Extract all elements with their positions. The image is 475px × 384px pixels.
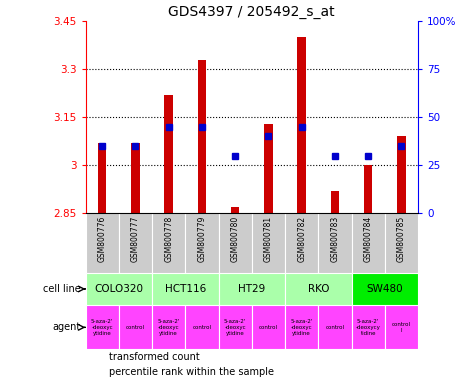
- Bar: [119, 213, 152, 273]
- Bar: [185, 305, 218, 349]
- Text: SW480: SW480: [366, 284, 403, 294]
- Bar: [95, 211, 105, 346]
- Text: GSM800784: GSM800784: [364, 216, 372, 262]
- Text: 5-aza-2'
-deoxycy
tidine: 5-aza-2' -deoxycy tidine: [356, 319, 380, 336]
- Bar: [385, 213, 418, 273]
- Bar: [252, 213, 285, 273]
- Text: control: control: [192, 325, 211, 330]
- Text: GSM800777: GSM800777: [131, 216, 140, 263]
- Text: GSM800781: GSM800781: [264, 216, 273, 262]
- Bar: [86, 213, 119, 273]
- Text: 5-aza-2'
-deoxyc
ytidine: 5-aza-2' -deoxyc ytidine: [224, 319, 247, 336]
- Bar: [152, 213, 185, 273]
- Title: GDS4397 / 205492_s_at: GDS4397 / 205492_s_at: [169, 5, 335, 19]
- Bar: [264, 124, 273, 213]
- Bar: [285, 305, 318, 349]
- Bar: [297, 37, 306, 213]
- Bar: [218, 305, 252, 349]
- Bar: [285, 213, 318, 273]
- Bar: [198, 60, 206, 213]
- Text: GSM800778: GSM800778: [164, 216, 173, 262]
- Bar: [119, 305, 152, 349]
- Text: GSM800785: GSM800785: [397, 216, 406, 262]
- Text: HCT116: HCT116: [165, 284, 206, 294]
- Bar: [364, 165, 372, 213]
- Bar: [397, 136, 406, 213]
- Text: RKO: RKO: [307, 284, 329, 294]
- Bar: [86, 305, 119, 349]
- Text: 5-aza-2'
-deoxyc
ytidine: 5-aza-2' -deoxyc ytidine: [290, 319, 313, 336]
- Bar: [385, 305, 418, 349]
- Bar: [218, 213, 252, 273]
- Text: HT29: HT29: [238, 284, 266, 294]
- Bar: [252, 305, 285, 349]
- Bar: [152, 273, 218, 305]
- Text: GSM800783: GSM800783: [331, 216, 339, 262]
- Text: 5-aza-2'
-deoxyc
ytidine: 5-aza-2' -deoxyc ytidine: [157, 319, 180, 336]
- Text: GSM800782: GSM800782: [297, 216, 306, 262]
- Text: GSM800779: GSM800779: [198, 216, 206, 263]
- Bar: [152, 305, 185, 349]
- Text: agent: agent: [53, 322, 81, 333]
- Bar: [164, 95, 173, 213]
- Bar: [98, 143, 106, 213]
- Bar: [318, 305, 352, 349]
- Bar: [218, 273, 285, 305]
- Bar: [185, 213, 218, 273]
- Text: control
l: control l: [392, 322, 411, 333]
- Bar: [86, 273, 152, 305]
- Bar: [95, 38, 105, 173]
- Bar: [352, 213, 385, 273]
- Bar: [231, 207, 239, 213]
- Bar: [352, 305, 385, 349]
- Text: control: control: [325, 325, 344, 330]
- Bar: [318, 213, 352, 273]
- Text: GSM800776: GSM800776: [98, 216, 106, 263]
- Bar: [331, 191, 339, 213]
- Text: cell line: cell line: [43, 284, 81, 294]
- Bar: [352, 273, 418, 305]
- Text: transformed count: transformed count: [109, 352, 200, 362]
- Bar: [285, 273, 352, 305]
- Text: GSM800780: GSM800780: [231, 216, 239, 262]
- Bar: [131, 143, 140, 213]
- Text: COLO320: COLO320: [94, 284, 143, 294]
- Text: control: control: [259, 325, 278, 330]
- Text: control: control: [126, 325, 145, 330]
- Text: percentile rank within the sample: percentile rank within the sample: [109, 367, 274, 377]
- Text: 5-aza-2'
-deoxyc
ytidine: 5-aza-2' -deoxyc ytidine: [91, 319, 114, 336]
